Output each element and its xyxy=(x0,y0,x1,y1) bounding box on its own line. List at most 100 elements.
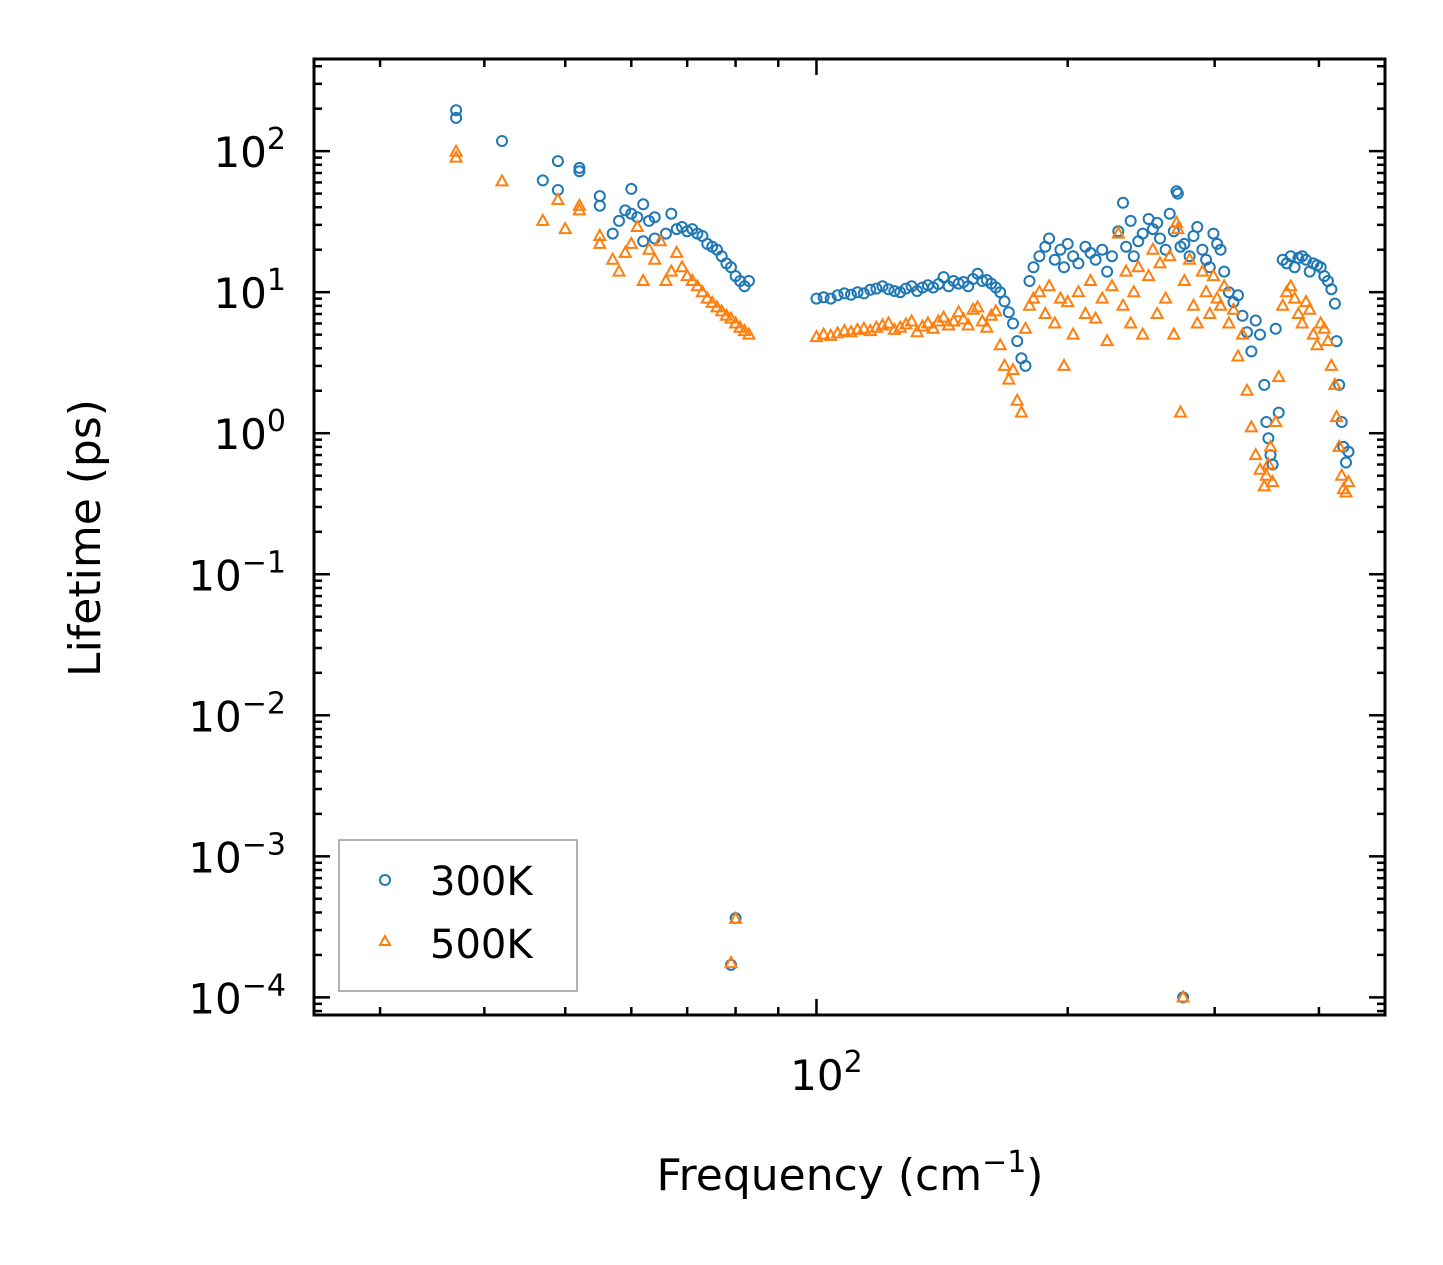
point-300k-51 xyxy=(876,280,889,293)
point-500k-156 xyxy=(1334,467,1349,481)
point-300k-101 xyxy=(1124,214,1137,227)
point-300k-80 xyxy=(1019,359,1032,372)
point-300k-16 xyxy=(637,198,650,211)
point-500k-30 xyxy=(714,303,729,317)
point-500k-145 xyxy=(1298,294,1314,308)
point-500k-84 xyxy=(1047,315,1062,329)
point-300k-160 xyxy=(1340,456,1352,469)
point-300k-6 xyxy=(573,161,586,174)
point-500k-59 xyxy=(931,313,946,327)
point-500k-14 xyxy=(630,218,645,232)
point-500k-63 xyxy=(951,304,966,318)
point-500k-95 xyxy=(1104,278,1120,292)
point-500k-5 xyxy=(558,221,573,235)
point-500k-36 xyxy=(741,326,757,340)
point-500k-125 xyxy=(1226,301,1241,315)
point-300k-99 xyxy=(1117,196,1129,209)
point-500k-106 xyxy=(1152,255,1168,269)
point-500k-150 xyxy=(1317,320,1332,334)
point-300k-81 xyxy=(1023,275,1036,287)
point-500k-65 xyxy=(961,317,976,331)
point-500k-69 xyxy=(979,319,994,333)
point-500k-64 xyxy=(956,311,971,325)
point-300k-17 xyxy=(637,235,650,248)
point-500k-142 xyxy=(1287,290,1302,304)
point-500k-28 xyxy=(705,294,720,308)
point-500k-8 xyxy=(592,227,607,241)
point-500k-54 xyxy=(904,313,919,327)
point-500k-98 xyxy=(1118,263,1134,277)
point-500k-12 xyxy=(618,244,633,258)
point-500k-24 xyxy=(685,272,700,286)
point-500k-67 xyxy=(970,299,985,313)
point-300k-118 xyxy=(1191,221,1204,233)
y-axis-label: Lifetime (ps) xyxy=(60,399,111,677)
point-500k-43 xyxy=(837,323,852,337)
point-500k-32 xyxy=(723,310,739,324)
point-300k-21 xyxy=(659,227,672,240)
point-500k-134 xyxy=(1261,456,1276,470)
point-500k-126 xyxy=(1230,348,1246,362)
point-300k-12 xyxy=(619,204,632,217)
point-500k-86 xyxy=(1056,357,1072,371)
legend-marker-500k xyxy=(378,933,392,946)
point-300k-113 xyxy=(1171,187,1184,200)
point-500k-74 xyxy=(1001,371,1016,385)
point-500k-7 xyxy=(572,202,587,216)
point-500k-120 xyxy=(1206,268,1221,282)
point-300k-88 xyxy=(1058,261,1070,274)
point-300k-1 xyxy=(450,111,463,124)
point-500k-143 xyxy=(1291,305,1306,319)
point-500k-146 xyxy=(1302,301,1317,315)
point-300k-96 xyxy=(1101,265,1114,278)
point-500k-3 xyxy=(535,212,550,226)
point-300k-8 xyxy=(593,190,606,203)
point-500k-122 xyxy=(1213,297,1228,311)
point-500k-80 xyxy=(1026,290,1041,304)
point-300k-46 xyxy=(845,288,857,301)
point-500k-78 xyxy=(1018,320,1033,334)
point-300k-76 xyxy=(1002,306,1015,319)
point-300k-44 xyxy=(831,289,844,302)
point-300k-134 xyxy=(1258,378,1271,391)
point-300k-83 xyxy=(1033,250,1046,263)
point-500k-100 xyxy=(1126,284,1141,298)
point-500k-77 xyxy=(1014,404,1029,418)
point-500k-0 xyxy=(448,143,464,157)
point-500k-128 xyxy=(1239,382,1255,396)
point-500k-96 xyxy=(1111,225,1126,239)
point-300k-43 xyxy=(824,292,837,305)
point-300k-100 xyxy=(1120,240,1133,253)
point-500k-10 xyxy=(605,251,620,265)
point-500k-18 xyxy=(653,233,668,247)
point-500k-56 xyxy=(915,318,930,332)
point-500k-62 xyxy=(946,313,961,327)
point-300k-116 xyxy=(1183,250,1196,263)
point-500k-11 xyxy=(611,263,627,277)
point-500k-151 xyxy=(1320,333,1336,347)
point-500k-76 xyxy=(1010,392,1025,406)
axis-tick-labels: 102 101 100 10−1 10−2 10−3 10−4 102 xyxy=(188,122,862,1100)
point-300k-104 xyxy=(1136,227,1149,240)
point-500k-103 xyxy=(1141,268,1156,282)
point-300k-154 xyxy=(1325,283,1338,296)
point-500k-127 xyxy=(1235,326,1250,340)
point-300k-62 xyxy=(937,271,950,284)
point-500k-89 xyxy=(1071,284,1086,298)
point-500k-46 xyxy=(856,320,872,334)
point-300k-11 xyxy=(613,214,625,227)
point-500k-121 xyxy=(1209,290,1225,304)
point-500k-137 xyxy=(1268,413,1283,427)
y-tick-label: 102 xyxy=(213,122,286,177)
point-300k-108 xyxy=(1154,232,1166,245)
point-300k-14 xyxy=(625,207,638,220)
point-500k-154 xyxy=(1329,409,1344,423)
point-300k-122 xyxy=(1207,227,1220,240)
point-500k-130 xyxy=(1248,447,1263,461)
data-points xyxy=(448,104,1356,1004)
point-500k-101 xyxy=(1131,259,1146,273)
point-300k-124 xyxy=(1214,243,1227,256)
point-300k-49 xyxy=(864,283,877,296)
point-500k-17 xyxy=(647,251,662,265)
point-500k-79 xyxy=(1022,297,1037,311)
